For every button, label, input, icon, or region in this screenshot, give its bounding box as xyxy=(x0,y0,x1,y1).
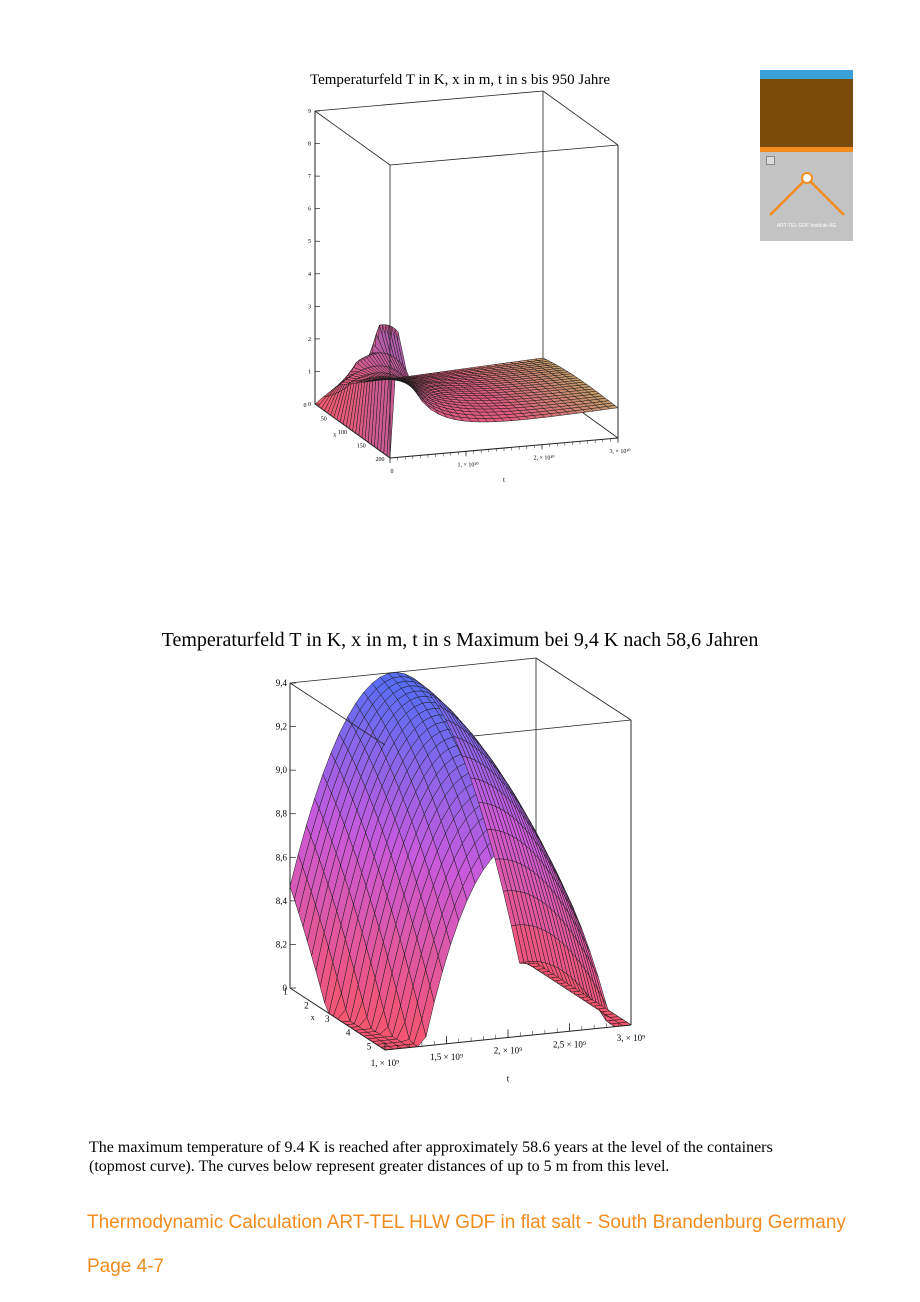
chart1-x-tick-label: 0 xyxy=(304,403,307,409)
chart1-t-tick-label: 2, × 10¹⁰ xyxy=(533,455,555,462)
chart2-x-tick-label: 1 xyxy=(283,987,288,997)
chart2-x-axis xyxy=(289,987,386,1051)
chart2-t-axis-label: t xyxy=(507,1074,510,1084)
chart1-x-tick-label: 100 xyxy=(338,430,347,436)
chart2-t-tick-label: 1, × 10⁹ xyxy=(371,1058,399,1068)
chart1-box-edge xyxy=(542,90,619,146)
chart2-x-tick-label: 4 xyxy=(346,1028,351,1038)
description-paragraph: The maximum temperature of 9.4 K is reac… xyxy=(89,1139,773,1175)
logo-blue-band xyxy=(760,70,853,79)
chart2-z-tick-label: 8,2 xyxy=(276,939,287,949)
chart2-t-tick-label: 1,5 × 10⁹ xyxy=(430,1052,463,1062)
chart2-t-tick-label: 2, × 10⁹ xyxy=(494,1046,522,1056)
chart1-z-tick-label: 9 xyxy=(308,109,311,115)
chart1-x-tick-label: 50 xyxy=(321,417,327,423)
chart2-x-tick-label: 5 xyxy=(367,1041,372,1051)
chart2-x-axis-label: x xyxy=(311,1013,315,1022)
chart2-title: Temperaturfeld T in K, x in m, t in s Ma… xyxy=(161,629,759,651)
logo-text: ART-TEL GDF Institute AG xyxy=(776,223,837,229)
chart1-x-axis xyxy=(314,403,391,459)
chart1-box-edge xyxy=(314,90,544,112)
page-number: Page 4-7 xyxy=(87,1256,165,1277)
chart2-z-tick-label: 8,8 xyxy=(276,809,288,819)
chart1-z-tick-label: 8 xyxy=(308,142,311,148)
chart1-box-edge xyxy=(314,110,391,166)
chart2-t-tick-label: 2,5 × 10⁹ xyxy=(553,1039,586,1049)
chart1-x-tick-label: 150 xyxy=(357,444,366,450)
chart1-t-tick-label: 1, × 10¹⁰ xyxy=(457,461,479,468)
chart1-t-tick-label: 3, × 10¹⁰ xyxy=(609,448,631,455)
chart1-z-tick-label: 5 xyxy=(308,239,311,245)
chart1-title: Temperaturfeld T in K, x in m, t in s bi… xyxy=(309,72,610,88)
chart1-box-edge xyxy=(389,144,619,166)
company-logo: ART-TEL GDF Institute AG xyxy=(760,70,853,241)
chart2-x-tick-label: 3 xyxy=(325,1014,330,1024)
chart2-z-tick-label: 8,6 xyxy=(276,852,288,862)
chart1-surface-plot: 0 1 2 3 4 5 6 7 8 9 0 50 100 150 200 x 0 1, × 10¹⁰ 2, × 10… xyxy=(304,90,631,484)
logo-symbol-icon xyxy=(769,172,845,216)
chart1-z-tick-label: 6 xyxy=(308,207,311,213)
chart2-z-tick-label: 9,0 xyxy=(276,765,288,775)
chart1-z-tick-label: 4 xyxy=(308,272,311,278)
chart1-z-tick-label: 1 xyxy=(308,369,311,375)
chart1-z-tick-label: 7 xyxy=(308,174,311,180)
chart2-z-tick-label: 9,4 xyxy=(276,678,288,688)
chart2-x-tick-label: 2 xyxy=(304,1000,309,1010)
chart2-box-edge xyxy=(535,657,632,721)
chart2-z-tick-label: 8,4 xyxy=(276,896,288,906)
chart1-z-tick-label: 3 xyxy=(308,304,311,310)
chart2-z-tick-label: 9,2 xyxy=(276,722,287,732)
chart1-z-tick-label: 0 xyxy=(308,402,311,408)
chart1-x-tick-label: 200 xyxy=(376,457,385,463)
chart2-z-tick-label: 0 xyxy=(283,983,288,993)
chart1-x-axis-label: x xyxy=(333,432,336,438)
footer-title: Thermodynamic Calculation ART-TEL HLW GD… xyxy=(87,1212,846,1233)
chart2-box-edge xyxy=(289,657,537,684)
chart1-t-tick-label: 0 xyxy=(391,469,394,475)
chart2-t-tick-label: 3, × 10⁹ xyxy=(617,1033,645,1043)
chart2-surface-patch xyxy=(289,853,303,901)
chart2-box-edge xyxy=(289,682,386,746)
logo-brown-band xyxy=(760,79,853,147)
chart1-t-axis-label: t xyxy=(503,476,505,484)
chart1-z-tick-label: 2 xyxy=(308,337,311,343)
logo-orange-band xyxy=(760,147,853,152)
logo-small-icon xyxy=(766,156,775,165)
